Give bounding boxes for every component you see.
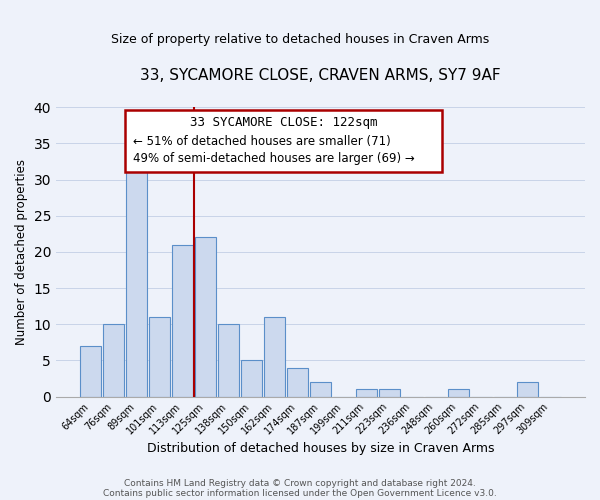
Text: ← 51% of detached houses are smaller (71): ← 51% of detached houses are smaller (71… bbox=[133, 135, 391, 148]
Text: 33 SYCAMORE CLOSE: 122sqm: 33 SYCAMORE CLOSE: 122sqm bbox=[190, 116, 377, 129]
Text: Contains public sector information licensed under the Open Government Licence v3: Contains public sector information licen… bbox=[103, 488, 497, 498]
Bar bbox=[80, 346, 101, 397]
Bar bbox=[103, 324, 124, 396]
Bar bbox=[517, 382, 538, 396]
Bar bbox=[195, 238, 216, 396]
Text: 49% of semi-detached houses are larger (69) →: 49% of semi-detached houses are larger (… bbox=[133, 152, 415, 165]
Text: Contains HM Land Registry data © Crown copyright and database right 2024.: Contains HM Land Registry data © Crown c… bbox=[124, 478, 476, 488]
Bar bbox=[172, 244, 193, 396]
Bar bbox=[448, 390, 469, 396]
Bar bbox=[356, 390, 377, 396]
Y-axis label: Number of detached properties: Number of detached properties bbox=[15, 159, 28, 345]
Bar bbox=[264, 317, 285, 396]
Bar bbox=[149, 317, 170, 396]
FancyBboxPatch shape bbox=[125, 110, 442, 172]
Bar bbox=[126, 158, 147, 396]
Bar bbox=[310, 382, 331, 396]
Bar bbox=[218, 324, 239, 396]
Bar bbox=[287, 368, 308, 396]
Bar bbox=[379, 390, 400, 396]
Text: Size of property relative to detached houses in Craven Arms: Size of property relative to detached ho… bbox=[111, 32, 489, 46]
X-axis label: Distribution of detached houses by size in Craven Arms: Distribution of detached houses by size … bbox=[147, 442, 494, 455]
Bar bbox=[241, 360, 262, 396]
Title: 33, SYCAMORE CLOSE, CRAVEN ARMS, SY7 9AF: 33, SYCAMORE CLOSE, CRAVEN ARMS, SY7 9AF bbox=[140, 68, 501, 82]
